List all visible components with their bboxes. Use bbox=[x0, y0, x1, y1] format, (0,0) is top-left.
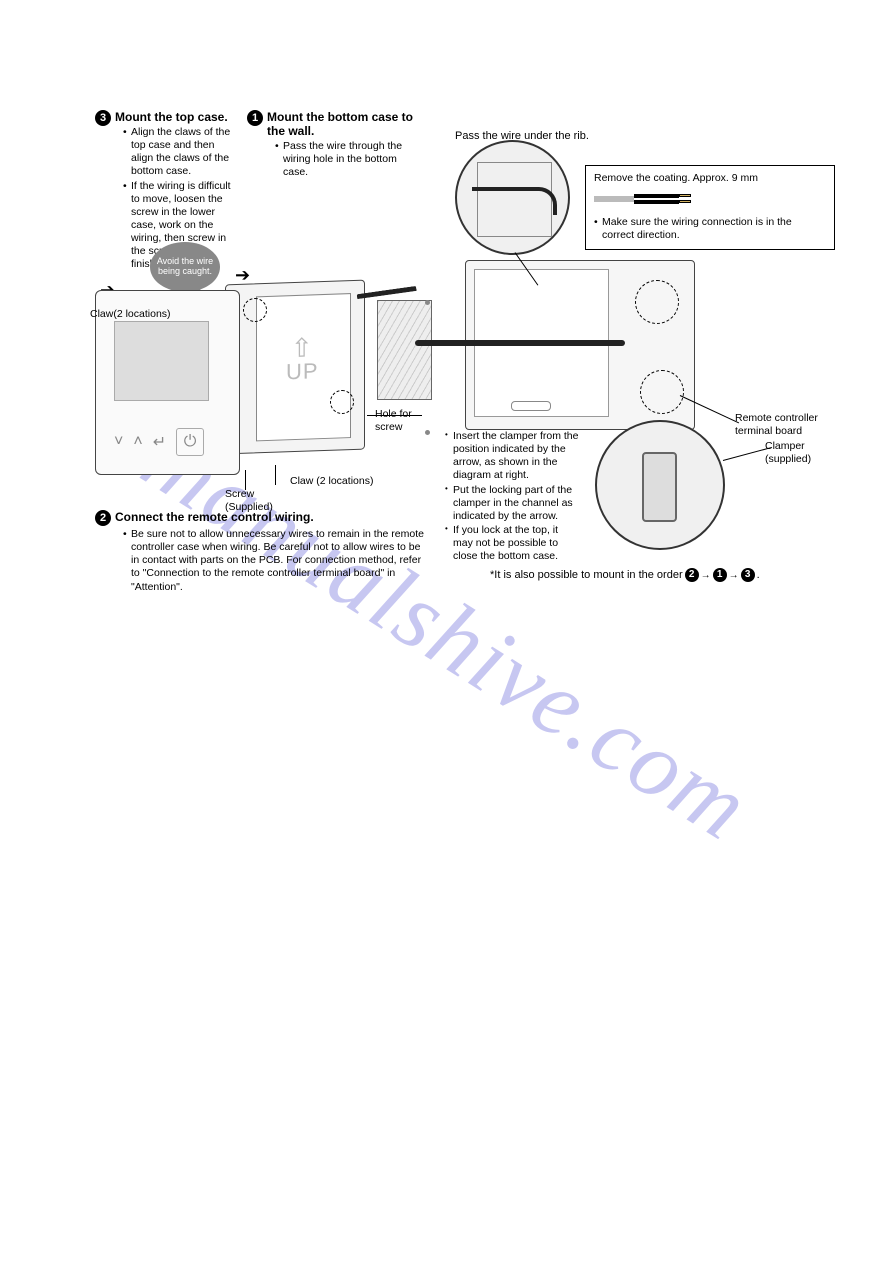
wire bbox=[415, 340, 625, 346]
footer-period: . bbox=[757, 569, 760, 581]
step-3-title: Mount the top case. bbox=[115, 110, 235, 124]
terminal-label: Remote controller terminal board bbox=[735, 412, 845, 437]
chevron-up-icon: ˄ bbox=[133, 433, 142, 451]
step-2-bullet: Be sure not to allow unnecessary wires t… bbox=[123, 528, 425, 594]
screw-detail-circle bbox=[243, 298, 267, 322]
step-1-bullet: Pass the wire through the wiring hole in… bbox=[275, 140, 417, 179]
clamper-label: Clamper (supplied) bbox=[765, 440, 835, 465]
claw-top-label: Claw(2 locations) bbox=[90, 308, 171, 321]
detail-circle bbox=[640, 370, 684, 414]
clamper-note: If you lock at the top, it may not be po… bbox=[445, 524, 580, 563]
up-arrow-label: UP bbox=[286, 337, 319, 385]
step-1-title: Mount the bottom case to the wall. bbox=[267, 110, 417, 138]
zoom-clamper bbox=[595, 420, 725, 550]
detail-circle bbox=[635, 280, 679, 324]
left-diagram: ➔ ➔ UP ˅ ˄ ↵ ⏻ Claw(2 locations) Hole fo… bbox=[95, 260, 435, 505]
order-badge: 2 bbox=[685, 568, 699, 582]
enter-icon: ↵ bbox=[153, 432, 166, 452]
clamper-notes: Insert the clamper from the position ind… bbox=[445, 430, 580, 564]
step-2-title: Connect the remote control wiring. bbox=[115, 510, 314, 524]
step-2: 2 Connect the remote control wiring. Be … bbox=[95, 510, 425, 595]
button-row: ˅ ˄ ↵ ⏻ bbox=[114, 428, 222, 456]
order-badge: 1 bbox=[713, 568, 727, 582]
step-2-badge: 2 bbox=[95, 510, 111, 526]
zoom-rib bbox=[455, 140, 570, 255]
wall bbox=[377, 300, 432, 400]
footer-prefix: *It is also possible to mount in the ord… bbox=[490, 569, 683, 581]
hole-label: Hole for screw bbox=[375, 408, 435, 433]
order-badge: 3 bbox=[741, 568, 755, 582]
power-icon: ⏻ bbox=[176, 428, 204, 456]
screen bbox=[114, 321, 209, 401]
claw-bottom-label: Claw (2 locations) bbox=[290, 475, 373, 488]
leader-line bbox=[275, 465, 276, 485]
screw-hole-dot bbox=[425, 300, 430, 305]
leader-line bbox=[245, 470, 246, 490]
step-1-bullets: Pass the wire through the wiring hole in… bbox=[267, 140, 417, 179]
chevron-down-icon: ˅ bbox=[114, 433, 123, 451]
arrow-icon: → bbox=[729, 570, 739, 581]
footer-note: *It is also possible to mount in the ord… bbox=[490, 568, 760, 582]
screw-detail-circle bbox=[330, 390, 354, 414]
clamper-note: Put the locking part of the clamper in t… bbox=[445, 484, 580, 523]
clamper-note: Insert the clamper from the position ind… bbox=[445, 430, 580, 483]
step-3-bullet: Align the claws of the top case and then… bbox=[123, 126, 235, 179]
step-1-badge: 1 bbox=[247, 110, 263, 126]
step-1: 1 Mount the bottom case to the wall. Pas… bbox=[247, 110, 417, 180]
step-3-badge: 3 bbox=[95, 110, 111, 126]
step-2-bullets: Be sure not to allow unnecessary wires t… bbox=[95, 528, 425, 594]
arrow-icon: → bbox=[701, 570, 711, 581]
